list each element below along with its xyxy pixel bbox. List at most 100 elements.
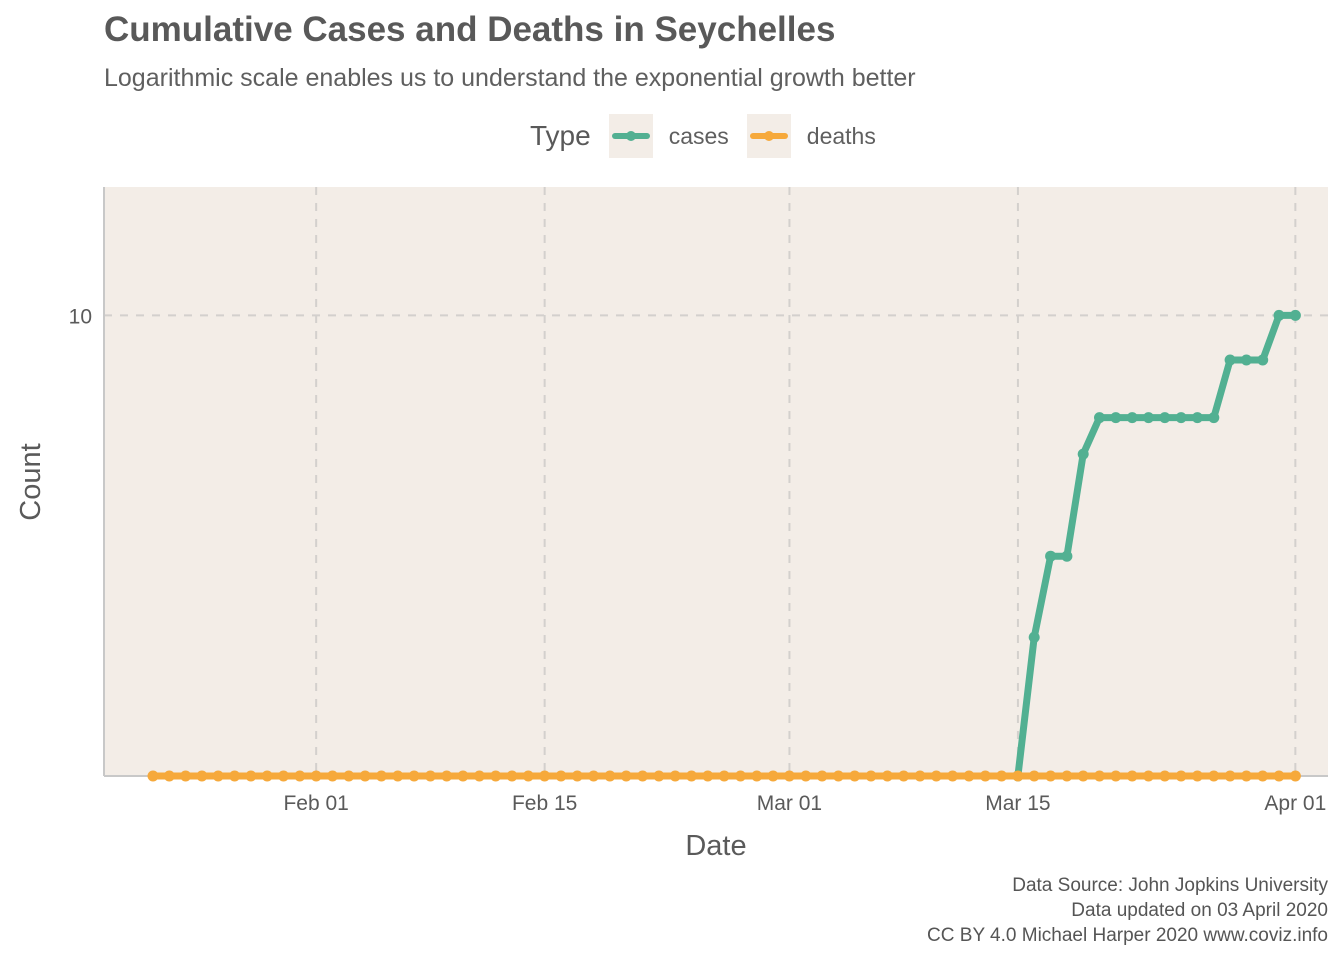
data-point-deaths: [702, 770, 714, 782]
data-point-deaths: [359, 770, 371, 782]
data-point-cases: [1191, 412, 1203, 424]
x-tick-label: Mar 15: [985, 792, 1050, 815]
data-point-deaths: [865, 770, 877, 782]
data-point-cases: [1240, 354, 1252, 366]
legend-item-cases: cases: [608, 114, 729, 158]
data-point-cases: [1289, 309, 1301, 321]
legend-key-deaths: [746, 114, 791, 158]
data-point-deaths: [620, 770, 632, 782]
data-point-deaths: [539, 770, 551, 782]
data-point-deaths: [343, 770, 355, 782]
data-point-deaths: [1110, 770, 1122, 782]
data-point-deaths: [979, 770, 991, 782]
y-axis-label: Count: [15, 443, 47, 520]
data-point-deaths: [1224, 770, 1236, 782]
data-point-deaths: [930, 770, 942, 782]
data-point-deaths: [571, 770, 583, 782]
legend-label-cases: cases: [668, 122, 729, 149]
data-point-deaths: [800, 770, 812, 782]
data-point-deaths: [1143, 770, 1154, 782]
data-point-deaths: [245, 770, 257, 782]
data-point-cases: [1094, 412, 1105, 424]
legend: Type cases deaths: [530, 112, 894, 160]
data-point-deaths: [1094, 770, 1105, 782]
data-point-deaths: [1012, 770, 1024, 782]
data-point-deaths: [180, 770, 192, 782]
data-point-deaths: [473, 770, 485, 782]
grid-lines: [104, 187, 1328, 776]
legend-item-deaths: deaths: [746, 114, 876, 158]
data-point-deaths: [1159, 770, 1171, 782]
data-point-deaths: [310, 770, 322, 782]
data-point-deaths: [555, 770, 567, 782]
data-point-deaths: [1208, 770, 1220, 782]
data-point-deaths: [424, 770, 436, 782]
data-point-cases: [1126, 412, 1138, 424]
data-point-deaths: [392, 770, 404, 782]
data-point-deaths: [588, 770, 600, 782]
x-tick-label: Mar 01: [757, 792, 822, 815]
data-point-deaths: [1028, 770, 1040, 782]
data-point-deaths: [735, 770, 746, 782]
data-point-deaths: [1175, 770, 1187, 782]
data-point-deaths: [212, 770, 224, 782]
chart-subtitle: Logarithmic scale enables us to understa…: [104, 64, 916, 92]
data-point-deaths: [490, 770, 502, 782]
series-deaths: [147, 770, 1301, 782]
x-tick-label: Feb 01: [283, 792, 348, 815]
data-point-deaths: [522, 770, 534, 782]
x-tick-label: Apr 01: [1264, 792, 1326, 815]
data-point-deaths: [881, 770, 893, 782]
data-point-deaths: [1240, 770, 1252, 782]
x-tick-label: Feb 15: [512, 792, 577, 815]
data-point-deaths: [849, 770, 861, 782]
data-point-deaths: [751, 770, 763, 782]
data-point-deaths: [914, 770, 926, 782]
data-point-deaths: [653, 770, 665, 782]
data-point-deaths: [278, 770, 289, 782]
data-point-deaths: [767, 770, 779, 782]
data-point-deaths: [457, 770, 469, 782]
data-point-cases: [1028, 631, 1040, 643]
data-point-deaths: [783, 770, 795, 782]
data-point-deaths: [1289, 770, 1301, 782]
legend-title: Type: [530, 120, 591, 151]
data-point-deaths: [408, 770, 420, 782]
data-point-cases: [1110, 412, 1122, 424]
y-tick-labels: 10: [69, 305, 92, 328]
data-point-deaths: [327, 770, 338, 782]
caption: Data Source: John Jopkins University Dat…: [927, 873, 1328, 948]
y-tick-label: 10: [69, 305, 92, 328]
data-point-deaths: [506, 770, 518, 782]
data-point-deaths: [604, 770, 616, 782]
plot-panel: [104, 187, 1328, 776]
x-axis-label: Date: [685, 830, 746, 862]
legend-key-cases: [608, 114, 653, 158]
data-point-deaths: [294, 770, 306, 782]
data-point-deaths: [1126, 770, 1138, 782]
caption-source: Data Source: John Jopkins University: [1012, 875, 1328, 896]
series-layer: [147, 309, 1301, 782]
data-point-cases: [1273, 309, 1285, 321]
data-point-cases: [1045, 550, 1057, 562]
chart-title: Cumulative Cases and Deaths in Seychelle…: [104, 10, 836, 49]
data-point-deaths: [637, 770, 649, 782]
data-point-cases: [1143, 412, 1154, 424]
data-point-deaths: [1191, 770, 1203, 782]
data-point-deaths: [1045, 770, 1057, 782]
data-point-deaths: [1077, 770, 1089, 782]
data-point-deaths: [229, 770, 241, 782]
data-point-deaths: [996, 770, 1008, 782]
x-tick-labels: Feb 01 Feb 15 Mar 01 Mar 15 Apr 01: [283, 792, 1326, 815]
data-point-deaths: [832, 770, 844, 782]
data-point-cases: [1061, 550, 1073, 562]
data-point-cases: [1257, 354, 1269, 366]
data-point-deaths: [816, 770, 828, 782]
data-point-deaths: [963, 770, 975, 782]
data-point-deaths: [1061, 770, 1073, 782]
data-point-deaths: [898, 770, 910, 782]
data-point-deaths: [196, 770, 208, 782]
data-point-deaths: [947, 770, 959, 782]
data-point-deaths: [718, 770, 730, 782]
